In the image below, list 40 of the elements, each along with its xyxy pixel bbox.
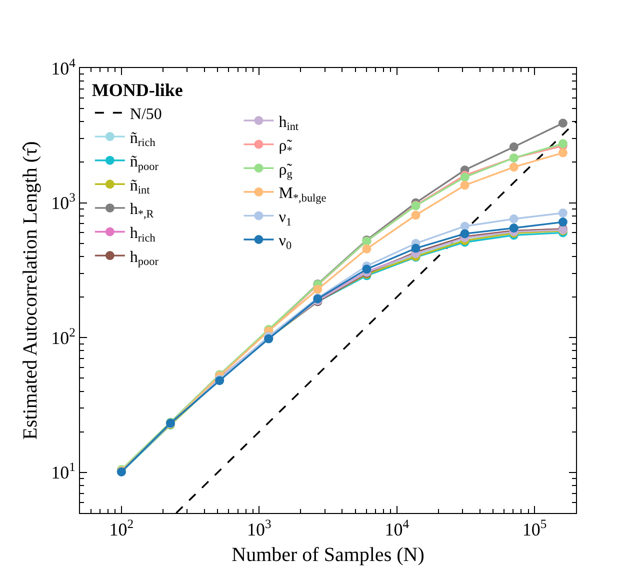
legend-label: h$_{int}$ [278,114,300,134]
legend-label: h$_{rich}$ [130,224,156,244]
legend-label: ñ$_{rich}$ [130,130,156,150]
legend-label: ñ$_{int}$ [130,177,151,197]
y-tick-label: 10$^{4}$ [51,56,76,78]
x-tick-label: 10$^{2}$ [109,517,134,540]
y-tick-label: 10$^{2}$ [51,325,76,348]
legend-label: ν$_{0}$ [278,232,292,252]
point [509,214,518,224]
point [558,218,568,227]
y-tick-label: 10$^{3}$ [51,190,76,214]
point [313,284,322,294]
legend-label: M$_{*,bulge}$ [278,185,326,204]
legend-title: MOND-like [92,80,183,100]
point [460,222,470,231]
legend-label: ν$_{1}$ [278,208,292,228]
x-tick-label: 10$^{5}$ [522,517,547,540]
x-axis-title: Number of Samples (N) [232,544,424,566]
x-tick-label: 10$^{3}$ [247,517,272,540]
y-axis-title: Estimated Autocorrelation Length (τ̂) [20,141,42,440]
legend-label: ρ̃$_{g}$ [278,161,293,181]
y-tick-label: 10$^{1}$ [51,460,76,483]
legend-label: ρ̃$_{*}$ [278,138,293,157]
point [362,244,372,254]
point [411,244,420,253]
point [558,148,568,158]
legend-label: N/50 [130,106,162,123]
point [411,210,420,220]
point [509,224,518,233]
point [558,118,568,128]
point [558,208,568,218]
point [509,142,518,152]
x-tick-label: 10$^{4}$ [384,517,410,540]
legend-label: h$_{poor}$ [130,248,159,268]
legend-label: ñ$_{poor}$ [130,154,159,173]
point [509,162,518,172]
point [362,264,372,274]
point [460,180,470,190]
legend-label: h$_{*,R}$ [130,201,154,221]
point [460,229,470,238]
